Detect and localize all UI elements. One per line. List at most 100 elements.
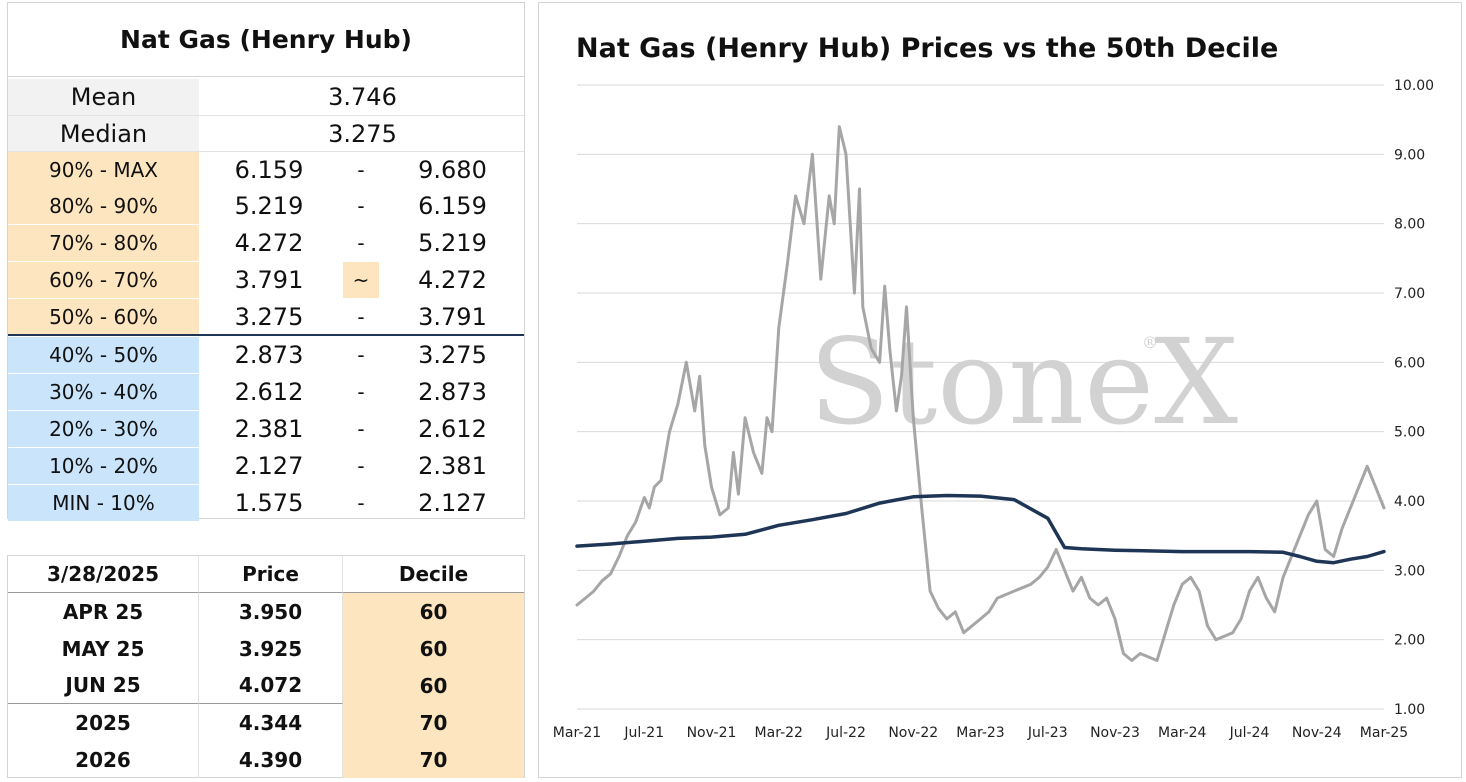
range-high: 6.159 xyxy=(418,192,487,220)
range-row: 90% - MAX 6.159 - 9.680 xyxy=(8,151,524,189)
mean-label: Mean xyxy=(8,79,199,115)
range-label: 20% - 30% xyxy=(8,411,199,447)
price-chart: Nat Gas (Henry Hub) Prices vs the 50th D… xyxy=(538,2,1462,778)
contract-label: MAY 25 xyxy=(8,630,199,667)
table-row: APR 25 3.950 60 xyxy=(8,593,524,630)
x-axis: Mar-21 Jul-21 Nov-21 Mar-22 Jul-22 Nov-22 Mar-… xyxy=(553,725,1408,741)
y-axis: 1.00 2.00 3.00 4.00 5.00 6.00 7.00 8.00 9.00 10.0… xyxy=(1394,78,1434,718)
as-of-date: 3/28/2025 xyxy=(8,556,199,593)
y-tick-label: 8.00 xyxy=(1394,217,1425,233)
contract-decile: 70 xyxy=(343,704,524,741)
registered-mark: ® xyxy=(1142,333,1158,352)
range-row: 20% - 30% 2.381 - 2.612 xyxy=(8,411,524,448)
range-label: 60% - 70% xyxy=(8,262,199,298)
mean-row: Mean 3.746 xyxy=(8,79,524,116)
contract-label: APR 25 xyxy=(8,593,199,630)
x-tick-label: Nov-22 xyxy=(888,725,938,741)
x-tick-label: Jul-24 xyxy=(1229,725,1270,741)
y-tick-label: 10.00 xyxy=(1394,78,1434,94)
price-series-line xyxy=(575,125,1386,662)
range-low: 1.575 xyxy=(234,489,304,517)
y-tick-label: 1.00 xyxy=(1394,702,1425,718)
table-row: 2025 4.344 70 xyxy=(8,704,524,741)
range-low: 2.873 xyxy=(234,341,304,369)
range-high: 2.612 xyxy=(418,415,487,443)
mean-value: 3.746 xyxy=(328,83,397,111)
range-row: 80% - 90% 5.219 - 6.159 xyxy=(8,188,524,225)
range-label: 10% - 20% xyxy=(8,448,199,484)
range-high: 3.791 xyxy=(418,303,487,331)
range-label: 30% - 40% xyxy=(8,374,199,410)
y-tick-label: 3.00 xyxy=(1394,563,1425,579)
x-tick-label: Nov-23 xyxy=(1090,725,1140,741)
contract-decile: 60 xyxy=(343,667,524,704)
contract-decile: 60 xyxy=(343,593,524,630)
range-row-current: 60% - 70% 3.791 ~ 4.272 xyxy=(8,262,524,299)
x-tick-label: Nov-21 xyxy=(687,725,737,741)
contract-price-table: 3/28/2025 Price Decile APR 25 3.950 60 M… xyxy=(7,555,525,778)
y-tick-label: 5.00 xyxy=(1394,425,1425,441)
range-row: MIN - 10% 1.575 - 2.127 xyxy=(8,485,524,522)
range-row: 30% - 40% 2.612 - 2.873 xyxy=(8,374,524,411)
range-label: MIN - 10% xyxy=(8,485,199,521)
range-label: 80% - 90% xyxy=(8,188,199,224)
table-row: 2026 4.390 70 xyxy=(8,741,524,778)
range-high: 2.381 xyxy=(418,452,487,480)
table-row: MAY 25 3.925 60 xyxy=(8,630,524,667)
range-row: 70% - 80% 4.272 - 5.219 xyxy=(8,225,524,262)
current-range-marker: ~ xyxy=(343,262,379,298)
range-label: 70% - 80% xyxy=(8,225,199,261)
price-column-header: Price xyxy=(199,556,343,593)
range-sep: - xyxy=(357,194,365,218)
decile-series-line xyxy=(575,493,1386,565)
contract-price: 4.072 xyxy=(199,667,343,704)
range-sep: - xyxy=(357,491,365,515)
x-tick-label: Mar-22 xyxy=(755,725,803,741)
range-sep: - xyxy=(357,305,365,329)
y-tick-label: 6.00 xyxy=(1394,355,1425,371)
contract-price: 3.925 xyxy=(199,630,343,667)
stonex-watermark: StoneX xyxy=(809,313,1238,451)
contract-price: 3.950 xyxy=(199,593,343,630)
range-sep: - xyxy=(357,343,365,367)
range-high: 2.873 xyxy=(418,378,487,406)
contract-decile: 70 xyxy=(343,741,524,778)
range-low: 3.791 xyxy=(234,266,304,294)
range-sep: - xyxy=(357,158,365,182)
contract-price: 4.390 xyxy=(199,741,343,778)
median-divider xyxy=(8,334,524,336)
range-row: 10% - 20% 2.127 - 2.381 xyxy=(8,448,524,485)
range-label: 90% - MAX xyxy=(8,152,199,188)
x-tick-label: Mar-25 xyxy=(1360,725,1408,741)
range-label: 40% - 50% xyxy=(8,337,199,373)
contract-price: 4.344 xyxy=(199,704,343,741)
y-tick-label: 9.00 xyxy=(1394,147,1425,163)
range-row: 40% - 50% 2.873 - 3.275 xyxy=(8,337,524,374)
range-sep: - xyxy=(357,454,365,478)
range-row: 50% - 60% 3.275 - 3.791 xyxy=(8,299,524,336)
range-sep: - xyxy=(357,231,365,255)
x-tick-label: Jul-21 xyxy=(623,725,664,741)
y-tick-label: 4.00 xyxy=(1394,494,1425,510)
contract-label: 2025 xyxy=(8,704,199,741)
y-tick-label: 2.00 xyxy=(1394,633,1425,649)
x-tick-label: Nov-24 xyxy=(1292,725,1342,741)
range-low: 6.159 xyxy=(234,156,304,184)
range-low: 2.127 xyxy=(234,452,304,480)
range-sep: - xyxy=(357,417,365,441)
x-tick-label: Mar-21 xyxy=(553,725,601,741)
range-sep: - xyxy=(357,380,365,404)
decile-stats-table: Nat Gas (Henry Hub) Mean 3.746 Median 3.… xyxy=(7,2,525,522)
price-table-header: 3/28/2025 Price Decile xyxy=(8,556,524,593)
range-high: 4.272 xyxy=(418,266,487,294)
gridlines xyxy=(577,84,1384,710)
range-label: 50% - 60% xyxy=(8,299,199,335)
table-row: JUN 25 4.072 60 xyxy=(8,667,524,704)
median-value: 3.275 xyxy=(328,120,397,148)
range-low: 3.275 xyxy=(234,303,304,331)
range-low: 2.612 xyxy=(234,378,304,406)
series-layer xyxy=(575,125,1386,662)
range-low: 2.381 xyxy=(234,415,304,443)
contract-label: 2026 xyxy=(8,741,199,778)
x-tick-label: Jul-22 xyxy=(825,725,866,741)
